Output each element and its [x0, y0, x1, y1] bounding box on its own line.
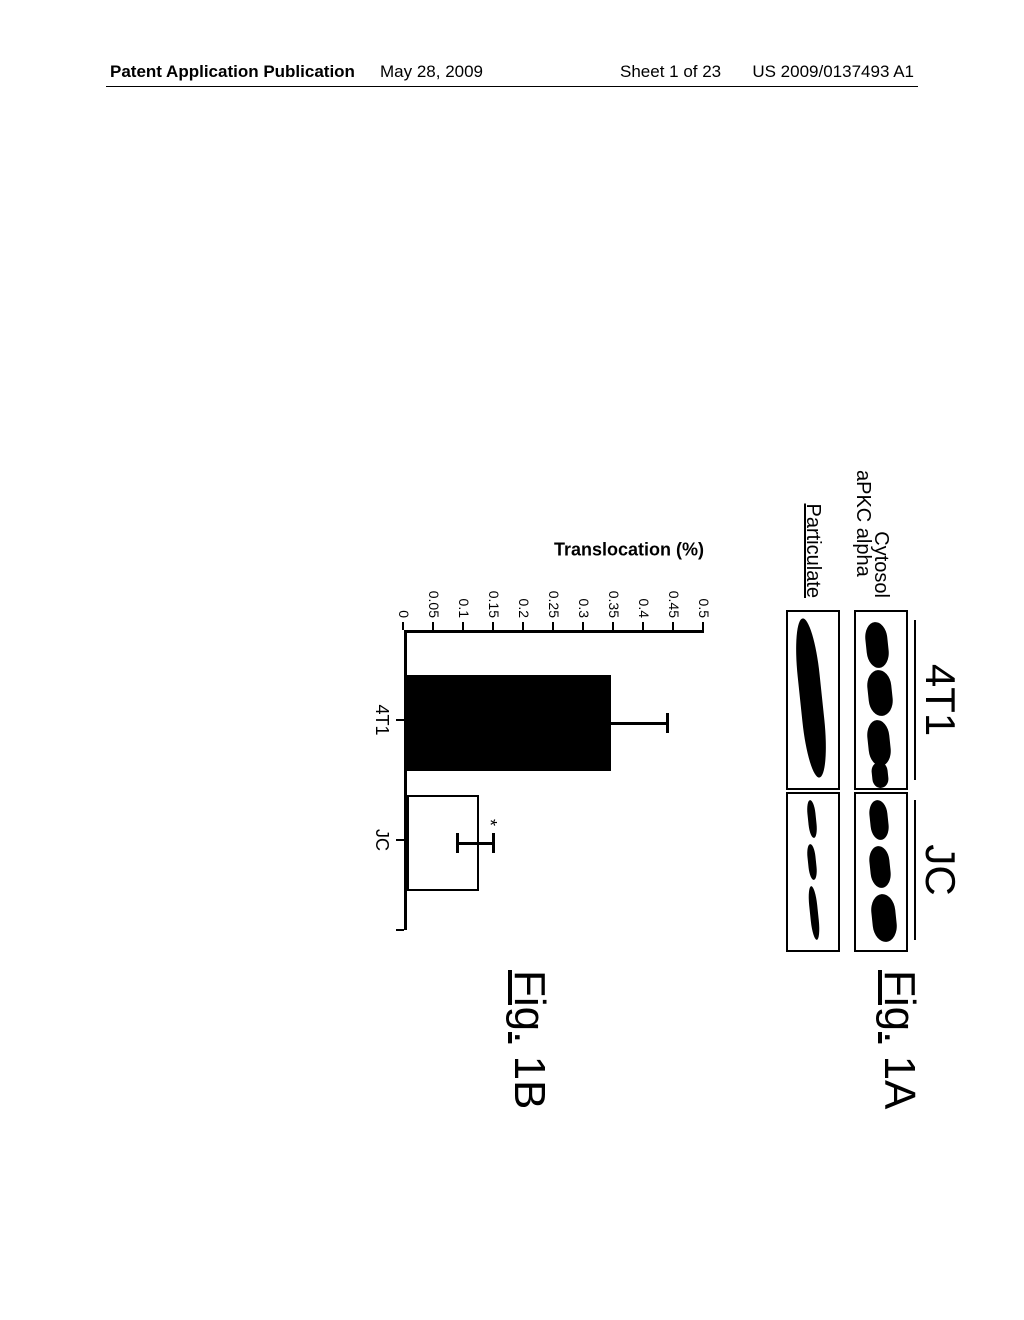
header-left: Patent Application Publication: [110, 62, 355, 82]
errorbar: [548, 722, 668, 725]
figure-1a-panel: aPKC alpha 4T1 JC Cytosol Particulate: [772, 480, 964, 980]
particulate-label: Particulate: [802, 480, 825, 610]
blot-cytosol-4t1: [854, 610, 908, 790]
col-header-4t1: 4T1: [916, 610, 964, 790]
errorbar-cap: [666, 713, 669, 733]
xtick: [396, 839, 404, 841]
ytick: [582, 622, 584, 630]
fig-1b-suffix: 1B: [505, 1043, 554, 1109]
xtick-label: JC: [371, 829, 392, 851]
blot-band: [866, 719, 893, 767]
significance-marker: *: [479, 819, 500, 826]
fig-1b-prefix: Fig.: [505, 970, 554, 1043]
ytick-label: 0.15: [486, 580, 502, 618]
ytick-label: 0.4: [636, 580, 652, 618]
blot-band: [868, 799, 890, 841]
blot-band: [806, 844, 818, 881]
page-header: Patent Application Publication May 28, 2…: [0, 62, 1024, 82]
ytick: [462, 622, 464, 630]
col-jc-underline: [914, 800, 916, 940]
col-4t1-underline: [914, 620, 916, 780]
ytick: [432, 622, 434, 630]
col-jc-text: JC: [917, 844, 964, 895]
figure-1b-panel: Translocation (%) * 00.050.10.150.20.250…: [324, 560, 704, 980]
xtick: [396, 719, 404, 721]
blot-column-headers: 4T1 JC: [916, 610, 964, 980]
ytick: [492, 622, 494, 630]
errorbar-cap: [546, 713, 549, 733]
figure-1b-label: Fig. 1B: [504, 970, 554, 1109]
header-date: May 28, 2009: [380, 62, 483, 82]
blot-band: [871, 761, 890, 789]
blot-band: [806, 800, 818, 839]
figure-1a-label: Fig. 1A: [874, 970, 924, 1109]
blot-band: [870, 893, 899, 943]
ytick-label: 0.05: [426, 580, 442, 618]
errorbar: [458, 842, 494, 845]
ytick: [642, 622, 644, 630]
fig-1a-prefix: Fig.: [875, 970, 924, 1043]
header-pubnum: US 2009/0137493 A1: [752, 62, 914, 82]
errorbar-cap: [456, 833, 459, 853]
ytick: [552, 622, 554, 630]
blot-band: [792, 617, 831, 778]
ytick-label: 0.45: [666, 580, 682, 618]
col-4t1-text: 4T1: [917, 664, 964, 736]
apkc-alpha-label: aPKC alpha: [851, 470, 874, 577]
chart-ylabel: Translocation (%): [554, 540, 704, 561]
xtick-label: 4T1: [371, 704, 392, 735]
ytick-label: 0.2: [516, 580, 532, 618]
blot-particulate-jc: [786, 792, 840, 952]
ytick-label: 0.25: [546, 580, 562, 618]
ytick-label: 0.5: [696, 580, 712, 618]
particulate-row: Particulate: [786, 480, 840, 980]
blot-band: [866, 669, 895, 717]
fig-1a-suffix: 1A: [875, 1043, 924, 1109]
ytick-label: 0.3: [576, 580, 592, 618]
bar-chart: *: [404, 630, 704, 930]
blot-band: [864, 621, 891, 669]
errorbar-cap: [492, 833, 495, 853]
ytick: [612, 622, 614, 630]
ytick: [402, 622, 404, 630]
blot-particulate-4t1: [786, 610, 840, 790]
header-sheet: Sheet 1 of 23: [620, 62, 721, 82]
header-rule: [106, 86, 918, 87]
blot-cytosol-jc: [854, 792, 908, 952]
ytick-label: 0.35: [606, 580, 622, 618]
ytick-label: 0.1: [456, 580, 472, 618]
ytick: [522, 622, 524, 630]
xtick: [396, 929, 404, 931]
ytick: [702, 622, 704, 630]
ytick: [672, 622, 674, 630]
figure-rotated-container: aPKC alpha 4T1 JC Cytosol Particulate Fi…: [24, 200, 1024, 1224]
blot-band: [868, 845, 892, 889]
col-header-jc: JC: [916, 790, 964, 950]
ytick-label: 0: [396, 580, 412, 618]
blot-band: [807, 886, 821, 941]
